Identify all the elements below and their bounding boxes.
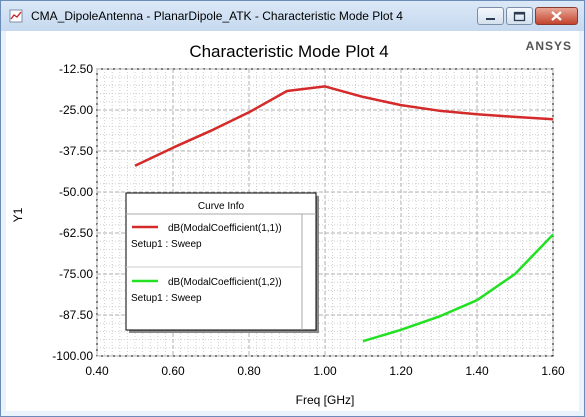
app-icon bbox=[9, 9, 23, 23]
minimize-icon bbox=[486, 18, 495, 20]
y-tick-label: -50.00 bbox=[59, 185, 93, 199]
ansys-logo: ANSYS bbox=[526, 39, 572, 53]
legend-series-2-setup: Setup1 : Sweep bbox=[131, 293, 202, 304]
maximize-icon bbox=[513, 11, 526, 22]
legend-series-1-name: dB(ModalCoefficient(1,1)) bbox=[168, 223, 282, 234]
line-chart[interactable]: Characteristic Mode Plot 4 ANSYS 0.40 0.6… bbox=[6, 31, 579, 411]
x-tick-label: 0.60 bbox=[161, 364, 185, 378]
close-icon bbox=[551, 11, 562, 21]
y-tick-label: -100.00 bbox=[52, 349, 93, 363]
x-tick-label: 1.20 bbox=[389, 364, 413, 378]
x-axis-label: Freq [GHz] bbox=[296, 393, 355, 407]
legend[interactable]: Curve Info dB(ModalCoefficient(1,1)) Set… bbox=[125, 192, 319, 333]
window-title: CMA_DipoleAntenna - PlanarDipole_ATK - C… bbox=[31, 9, 403, 23]
close-button[interactable] bbox=[535, 7, 578, 25]
legend-series-2-name: dB(ModalCoefficient(1,2)) bbox=[168, 277, 282, 288]
minimize-button[interactable] bbox=[477, 7, 504, 25]
y-tick-label: -75.00 bbox=[59, 267, 93, 281]
series-line-2[interactable] bbox=[362, 233, 554, 343]
y-tick-label: -12.50 bbox=[59, 62, 93, 76]
axis-ticks: 0.40 0.60 0.80 1.00 1.20 1.40 1.60 -12.50 -25.00… bbox=[52, 62, 565, 378]
series-line-1[interactable] bbox=[134, 85, 554, 167]
x-tick-label: 1.60 bbox=[541, 364, 565, 378]
plot-area: Characteristic Mode Plot 4 ANSYS 0.40 0.6… bbox=[6, 31, 579, 411]
legend-title: Curve Info bbox=[198, 201, 245, 212]
chart-title: Characteristic Mode Plot 4 bbox=[189, 42, 388, 61]
x-tick-label: 1.40 bbox=[465, 364, 489, 378]
title-bar[interactable]: CMA_DipoleAntenna - PlanarDipole_ATK - C… bbox=[1, 1, 584, 31]
y-tick-label: -25.00 bbox=[59, 103, 93, 117]
x-tick-label: 1.00 bbox=[313, 364, 337, 378]
y-tick-label: -62.50 bbox=[59, 226, 93, 240]
x-tick-label: 0.40 bbox=[85, 364, 109, 378]
legend-series-1-setup: Setup1 : Sweep bbox=[131, 239, 202, 250]
y-axis-label: Y1 bbox=[11, 207, 25, 222]
maximize-button[interactable] bbox=[506, 7, 533, 25]
series-layer bbox=[134, 85, 554, 343]
legend-box bbox=[125, 192, 317, 331]
x-tick-label: 0.80 bbox=[237, 364, 261, 378]
y-tick-label: -87.50 bbox=[59, 308, 93, 322]
y-tick-label: -37.50 bbox=[59, 144, 93, 158]
